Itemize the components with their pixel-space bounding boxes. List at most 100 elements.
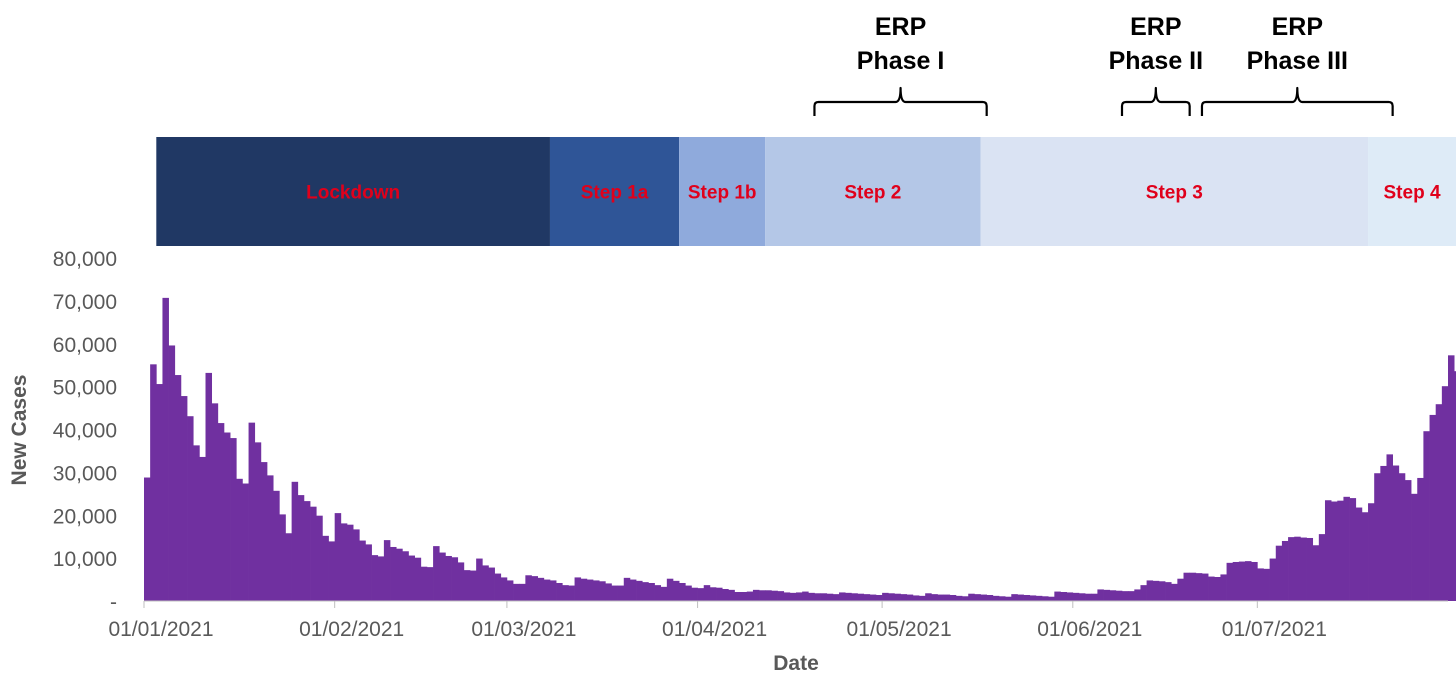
bar [869, 594, 877, 601]
bar [506, 580, 514, 601]
bar [1171, 583, 1178, 601]
bar [722, 588, 729, 601]
bar [1380, 465, 1387, 601]
bar [1195, 573, 1203, 601]
bar [1263, 568, 1270, 601]
y-tick-label: 10,000 [53, 548, 117, 571]
bar [777, 591, 785, 601]
bar [845, 592, 852, 601]
bar [1128, 591, 1135, 601]
stage-label-2: Step 1b [688, 183, 757, 204]
bar [562, 585, 569, 601]
bar [543, 579, 551, 601]
bar [716, 587, 723, 601]
bar [211, 403, 219, 601]
bar [1085, 593, 1092, 601]
bar [359, 540, 366, 601]
bar [703, 585, 711, 601]
stage-5 [1368, 137, 1456, 246]
bar [685, 585, 692, 601]
bar [765, 590, 772, 601]
bar [488, 567, 495, 601]
bar [1048, 596, 1055, 601]
bar [494, 573, 502, 601]
bar [679, 582, 686, 601]
bar [593, 580, 600, 601]
bar [937, 594, 944, 601]
bar [500, 577, 508, 601]
bar [1355, 507, 1363, 601]
bar [556, 582, 563, 601]
bar [1343, 496, 1350, 601]
bar [802, 591, 809, 601]
bar [1214, 576, 1221, 601]
bar [1404, 480, 1412, 601]
bar [672, 580, 680, 601]
bar [156, 384, 163, 601]
bar [365, 544, 372, 601]
x-tick-label: 01/02/2021 [299, 618, 404, 641]
bar [1238, 561, 1246, 601]
bar [1337, 500, 1344, 601]
bar [1177, 578, 1184, 601]
bar [1115, 590, 1123, 601]
bar [150, 364, 157, 601]
bar [734, 591, 741, 601]
bar [728, 589, 735, 601]
x-axis: 01/01/2021 01/02/2021 01/03/2021 01/04/2021… [108, 600, 1448, 641]
bar [832, 594, 840, 601]
erp-label-line2-1: Phase II [1109, 47, 1204, 75]
bar [623, 577, 631, 601]
bar [968, 593, 975, 601]
bar [1429, 414, 1437, 601]
x-tick-label: 01/07/2021 [1222, 618, 1327, 641]
bar [1091, 593, 1098, 601]
bar [451, 557, 459, 601]
bar [457, 562, 465, 601]
bar [402, 551, 409, 601]
bar [814, 593, 821, 601]
bar [1435, 404, 1443, 601]
bar [605, 583, 612, 601]
bar [919, 595, 926, 601]
bar [986, 594, 994, 601]
bar [697, 588, 705, 601]
bar [223, 432, 231, 601]
bar [383, 540, 391, 601]
bar [180, 396, 188, 601]
stage-band: Lockdown Step 1a Step 1b Step 2 Step 3 Step 4 [156, 137, 1456, 246]
bar [1226, 562, 1234, 601]
bar [1158, 581, 1166, 601]
bar [1392, 465, 1400, 601]
bar [863, 594, 871, 601]
bar [377, 556, 385, 601]
bar [531, 576, 539, 601]
bar [1066, 592, 1074, 601]
bar [771, 590, 778, 601]
bar [1072, 592, 1080, 601]
bar [1097, 589, 1104, 601]
x-axis-title: Date [773, 652, 819, 675]
y-tick-label: 50,000 [53, 377, 117, 400]
bar [636, 580, 643, 601]
bar [1042, 596, 1049, 601]
erp-brace-0 [813, 86, 988, 116]
bar [144, 477, 151, 601]
bar [783, 592, 791, 601]
bar [1324, 500, 1332, 601]
y-tick-label: 80,000 [53, 248, 117, 271]
bar [1269, 558, 1277, 601]
bar [875, 594, 883, 601]
bar [285, 533, 292, 601]
bar [611, 585, 618, 601]
bar [642, 582, 649, 601]
bar [974, 594, 981, 601]
bar [1349, 498, 1357, 601]
bar [217, 423, 225, 601]
bar [1300, 537, 1307, 601]
bar [1306, 537, 1314, 601]
bar [851, 593, 858, 601]
bar [408, 555, 415, 601]
bar [568, 585, 575, 601]
